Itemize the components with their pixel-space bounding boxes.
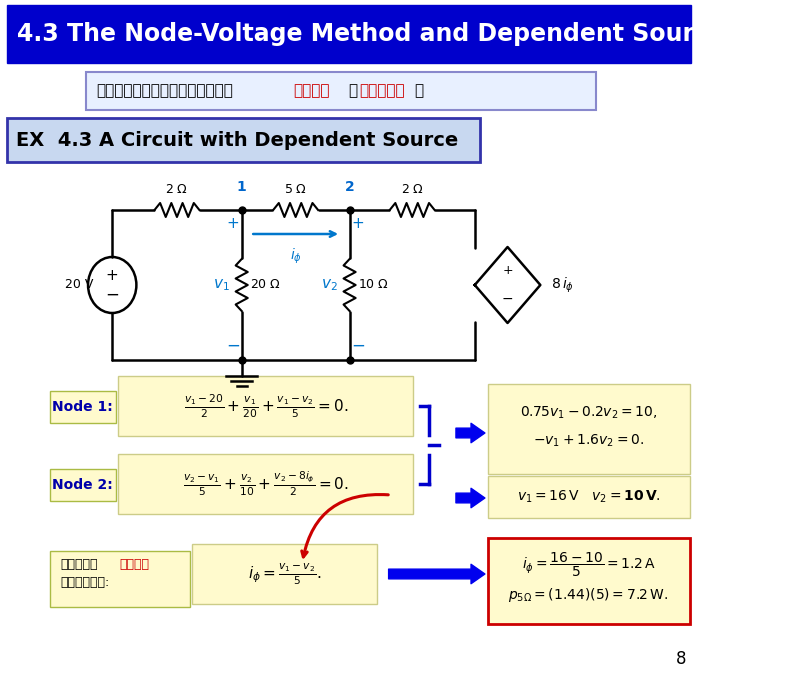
Text: −: − [226, 337, 240, 355]
Text: $\frac{v_1 - 20}{2} + \frac{v_1}{20} + \frac{v_1 - v_2}{5} = 0.$: $\frac{v_1 - 20}{2} + \frac{v_1}{20} + \… [183, 392, 348, 419]
Text: $0.75v_1 - 0.2v_2 = 10,$: $0.75v_1 - 0.2v_2 = 10,$ [520, 405, 658, 422]
Text: 4.3 The Node-Voltage Method and Dependent Sources: 4.3 The Node-Voltage Method and Dependen… [17, 22, 739, 46]
Text: 8: 8 [675, 650, 686, 668]
FancyBboxPatch shape [7, 5, 691, 63]
Text: −: − [105, 286, 119, 304]
Text: 相依電壓源: 相依電壓源 [61, 558, 98, 571]
FancyBboxPatch shape [488, 538, 690, 624]
FancyBboxPatch shape [118, 376, 413, 436]
Text: 2 $\Omega$: 2 $\Omega$ [166, 183, 188, 196]
Text: 的: 的 [348, 84, 357, 99]
FancyBboxPatch shape [50, 469, 116, 501]
Text: 10 $\Omega$: 10 $\Omega$ [358, 279, 389, 291]
Text: $i_\phi = \dfrac{16-10}{5} = 1.2\,\mathrm{A}$: $i_\phi = \dfrac{16-10}{5} = 1.2\,\mathr… [522, 551, 655, 579]
Text: $p_{5\Omega} = (1.44)(5) = 7.2\,\mathrm{W}.$: $p_{5\Omega} = (1.44)(5) = 7.2\,\mathrm{… [508, 586, 669, 604]
Text: $v_1$: $v_1$ [213, 277, 229, 293]
Text: 當有相依電源時，需補上相依電源: 當有相依電源時，需補上相依電源 [97, 84, 234, 99]
Text: 20 V: 20 V [65, 279, 94, 291]
Text: 控制變數: 控制變數 [293, 84, 330, 99]
Text: 。: 。 [415, 84, 423, 99]
Text: −: − [502, 292, 513, 306]
Text: +: + [351, 217, 364, 232]
FancyBboxPatch shape [7, 118, 480, 162]
Text: 2: 2 [345, 180, 355, 194]
Text: −: − [351, 337, 365, 355]
Text: 限制方程式: 限制方程式 [359, 84, 405, 99]
Text: EX  4.3 A Circuit with Dependent Source: EX 4.3 A Circuit with Dependent Source [15, 131, 458, 150]
Text: +: + [106, 268, 119, 283]
Text: 2 $\Omega$: 2 $\Omega$ [401, 183, 423, 196]
FancyArrowPatch shape [456, 488, 485, 508]
Text: $v_1 = 16\,\mathrm{V} \quad v_2 = \mathbf{10}\,\mathbf{V}.$: $v_1 = 16\,\mathrm{V} \quad v_2 = \mathb… [517, 489, 661, 505]
Text: 之限制方程式:: 之限制方程式: [61, 577, 110, 590]
Text: Node 1:: Node 1: [53, 400, 113, 414]
FancyBboxPatch shape [192, 544, 377, 604]
Text: +: + [503, 264, 513, 277]
FancyBboxPatch shape [488, 384, 690, 474]
FancyBboxPatch shape [86, 72, 595, 110]
Text: $v_2$: $v_2$ [321, 277, 338, 293]
Text: 20 $\Omega$: 20 $\Omega$ [250, 279, 281, 291]
FancyBboxPatch shape [488, 476, 690, 518]
Text: $\frac{v_2 - v_1}{5} + \frac{v_2}{10} + \frac{v_2 - 8i_\phi}{2} = 0.$: $\frac{v_2 - v_1}{5} + \frac{v_2}{10} + … [183, 469, 349, 498]
FancyArrowPatch shape [389, 565, 485, 584]
FancyArrowPatch shape [456, 424, 485, 443]
Text: 5 $\Omega$: 5 $\Omega$ [284, 183, 307, 196]
Text: Node 2:: Node 2: [53, 478, 113, 492]
Text: +: + [227, 217, 239, 232]
Text: $8\,i_\phi$: $8\,i_\phi$ [551, 275, 574, 295]
FancyBboxPatch shape [118, 454, 413, 514]
FancyBboxPatch shape [50, 551, 190, 607]
Text: $i_\phi = \frac{v_1 - v_2}{5}.$: $i_\phi = \frac{v_1 - v_2}{5}.$ [248, 561, 322, 587]
Text: 1: 1 [237, 180, 246, 194]
Text: 控制變數: 控制變數 [119, 558, 149, 571]
Text: $i_\phi$: $i_\phi$ [289, 247, 301, 266]
Text: $-v_1 + 1.6v_2 = 0.$: $-v_1 + 1.6v_2 = 0.$ [533, 433, 644, 449]
FancyBboxPatch shape [50, 391, 116, 423]
